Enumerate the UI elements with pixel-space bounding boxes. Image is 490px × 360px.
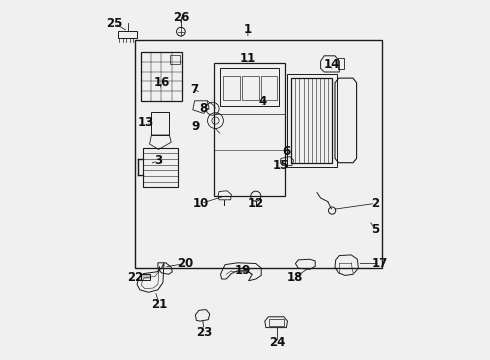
Bar bbox=[141, 52, 182, 101]
Bar bbox=[270, 319, 284, 326]
Text: 11: 11 bbox=[240, 52, 256, 65]
Text: 24: 24 bbox=[269, 336, 286, 349]
Bar bbox=[223, 76, 240, 100]
Text: 8: 8 bbox=[199, 102, 208, 114]
Text: 7: 7 bbox=[190, 83, 198, 96]
Text: 16: 16 bbox=[153, 76, 170, 89]
Text: 17: 17 bbox=[372, 257, 388, 270]
Text: 26: 26 bbox=[173, 11, 189, 24]
Bar bbox=[287, 74, 337, 167]
Bar bbox=[220, 68, 279, 105]
Text: 5: 5 bbox=[371, 223, 379, 236]
Text: 14: 14 bbox=[324, 58, 341, 71]
Text: 22: 22 bbox=[127, 271, 144, 284]
Text: 19: 19 bbox=[235, 264, 251, 277]
Text: 21: 21 bbox=[151, 298, 168, 311]
Text: 25: 25 bbox=[106, 17, 123, 30]
Text: 23: 23 bbox=[196, 327, 213, 339]
Text: 18: 18 bbox=[287, 271, 303, 284]
Bar bbox=[151, 112, 170, 135]
Text: 6: 6 bbox=[283, 145, 291, 158]
Text: 1: 1 bbox=[244, 23, 252, 36]
Bar bbox=[144, 148, 178, 187]
Text: 4: 4 bbox=[258, 95, 267, 108]
Bar bbox=[261, 76, 277, 100]
Bar bbox=[242, 76, 259, 100]
Text: 2: 2 bbox=[371, 197, 379, 210]
Bar bbox=[118, 31, 137, 38]
Text: 9: 9 bbox=[191, 120, 199, 133]
Text: 12: 12 bbox=[247, 197, 264, 210]
Text: 15: 15 bbox=[273, 159, 289, 172]
Bar bbox=[215, 63, 285, 196]
Bar bbox=[170, 55, 180, 64]
Text: 20: 20 bbox=[177, 257, 194, 270]
Text: 3: 3 bbox=[154, 154, 162, 167]
Text: 13: 13 bbox=[138, 116, 154, 129]
Bar bbox=[291, 78, 333, 163]
Bar bbox=[135, 40, 382, 268]
Bar bbox=[141, 274, 149, 280]
Bar bbox=[338, 58, 344, 69]
Text: 10: 10 bbox=[193, 197, 209, 210]
